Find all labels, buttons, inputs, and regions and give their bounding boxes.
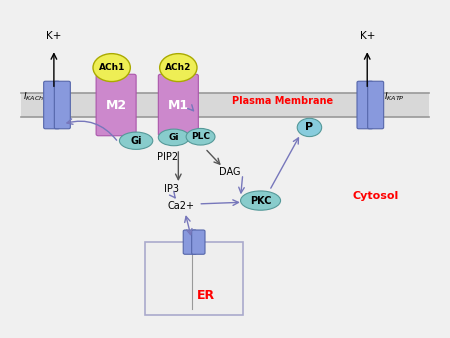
Text: ACh2: ACh2 [165,63,192,72]
Ellipse shape [158,129,189,146]
Text: PLC: PLC [191,132,210,141]
Ellipse shape [297,118,322,137]
Text: DAG: DAG [219,167,240,177]
FancyBboxPatch shape [44,81,60,129]
Ellipse shape [241,191,280,210]
Text: PKC: PKC [250,196,271,206]
Text: Plasma Membrane: Plasma Membrane [232,96,333,106]
Text: M1: M1 [168,98,189,112]
FancyBboxPatch shape [368,81,384,129]
FancyBboxPatch shape [183,230,197,254]
Text: M2: M2 [106,98,126,112]
Text: Gi: Gi [130,136,142,146]
Circle shape [93,54,130,81]
FancyBboxPatch shape [21,93,429,118]
Text: Ca2+: Ca2+ [167,200,194,211]
Text: PIP2: PIP2 [157,152,178,162]
Circle shape [160,54,197,81]
FancyBboxPatch shape [54,81,70,129]
FancyBboxPatch shape [192,230,205,254]
FancyBboxPatch shape [357,81,373,129]
Text: ACh1: ACh1 [99,63,125,72]
Ellipse shape [119,132,153,149]
FancyBboxPatch shape [158,74,198,136]
Bar [145,242,243,315]
Text: Cytosol: Cytosol [353,191,399,200]
Text: $I_{KACh}$: $I_{KACh}$ [23,91,44,103]
Text: P: P [306,122,314,132]
Text: ER: ER [197,289,215,302]
Text: IP3: IP3 [164,184,179,194]
FancyBboxPatch shape [96,74,136,136]
Text: $I_{KATP}$: $I_{KATP}$ [383,91,404,103]
Ellipse shape [186,128,215,145]
Text: K+: K+ [360,31,375,41]
Text: Gi: Gi [169,133,179,142]
Text: K+: K+ [46,31,62,41]
